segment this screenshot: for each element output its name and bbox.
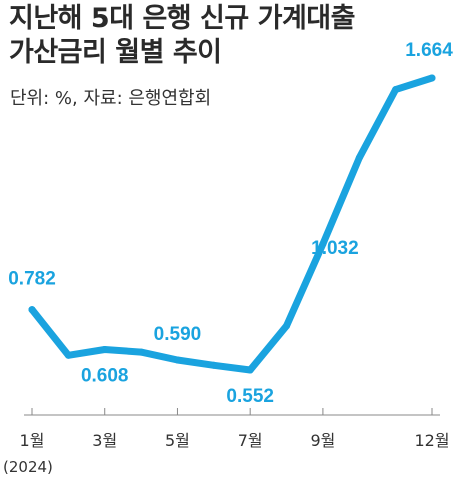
data-label-9: 1.032 bbox=[311, 238, 359, 259]
data-point-9 bbox=[319, 240, 327, 248]
data-point-5 bbox=[173, 356, 181, 364]
chart-title-line-1: 지난해 5대 은행 신규 가계대출 bbox=[9, 3, 355, 34]
x-tick-label-1: 1월 bbox=[20, 431, 45, 450]
data-point-8 bbox=[283, 322, 291, 330]
series-line bbox=[28, 74, 436, 374]
data-point-1 bbox=[28, 306, 36, 314]
data-point-12 bbox=[428, 74, 436, 82]
data-label-7: 0.552 bbox=[226, 386, 274, 407]
data-point-4 bbox=[137, 348, 145, 356]
x-tick-label-9: 9월 bbox=[310, 431, 335, 450]
data-label-1: 0.782 bbox=[8, 269, 56, 290]
data-label-3: 0.608 bbox=[81, 366, 129, 387]
unit-source-note: 단위: %, 자료: 은행연합회 bbox=[10, 88, 212, 109]
base-year-label: (2024) bbox=[3, 458, 53, 476]
data-point-11 bbox=[392, 86, 400, 94]
x-tick-label-5: 5월 bbox=[165, 431, 190, 450]
data-point-7 bbox=[246, 366, 254, 374]
data-point-2 bbox=[64, 351, 72, 359]
data-point-3 bbox=[101, 346, 109, 354]
data-label-5: 0.590 bbox=[154, 324, 202, 345]
chart-title-line-2: 가산금리 월별 추이 bbox=[9, 37, 222, 68]
x-tick-label-3: 3월 bbox=[92, 431, 117, 450]
x-tick-label-12: 12월 bbox=[414, 431, 449, 450]
data-point-6 bbox=[210, 361, 218, 369]
data-label-12: 1.664 bbox=[405, 40, 453, 61]
x-tick-label-7: 7월 bbox=[238, 431, 263, 450]
data-point-10 bbox=[355, 154, 363, 162]
